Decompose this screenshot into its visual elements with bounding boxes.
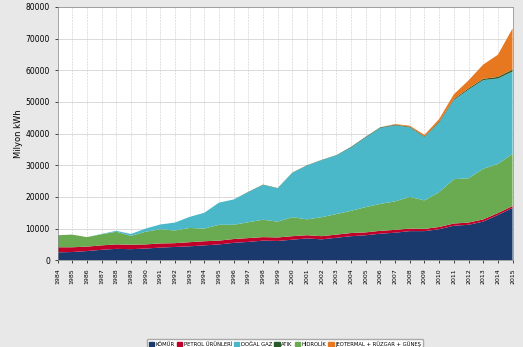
Y-axis label: Milyon kWh: Milyon kWh [14, 109, 22, 158]
Legend: KÖMÜR, PETROL ÜRÜNLERİ, DOĞAL GAZ, ATIK, HİDROLİK, JEOTERMAL + RÜZGAR + GÜNEŞ: KÖMÜR, PETROL ÜRÜNLERİ, DOĞAL GAZ, ATIK,… [146, 339, 424, 347]
